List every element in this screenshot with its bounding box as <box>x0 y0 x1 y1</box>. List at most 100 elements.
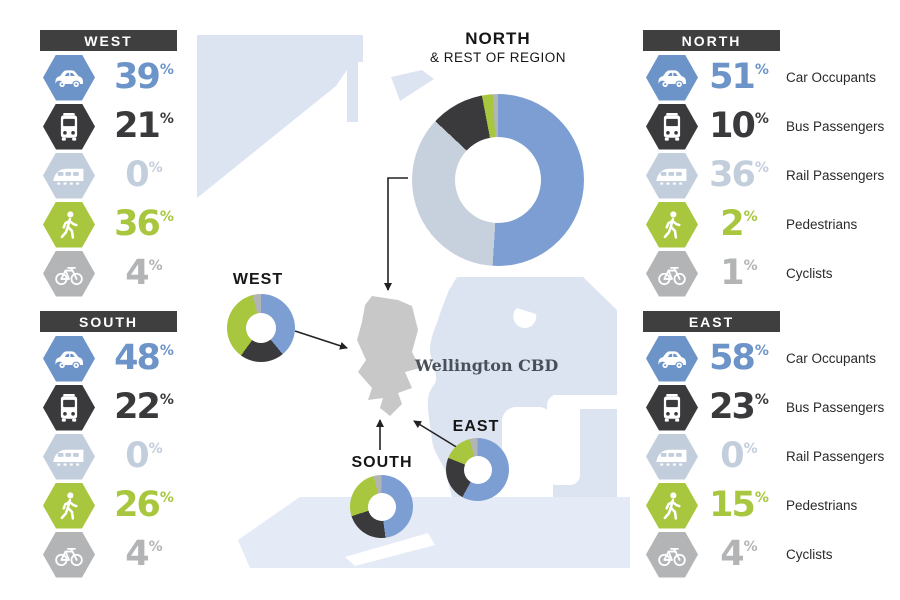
percent-sign: % <box>159 62 174 78</box>
panel-north-header: NORTH <box>643 30 780 51</box>
bus-icon <box>663 112 681 141</box>
percentage-value: 58 <box>709 338 756 378</box>
cbd-landmass <box>357 296 420 416</box>
panel-north: NORTH 51% Car Occupants 10% Bus Passengers 3… <box>643 30 893 298</box>
north-rail-percentage: 36% <box>704 158 774 193</box>
percentage-value: 4 <box>125 253 149 293</box>
car-hexagon <box>646 54 698 101</box>
map-cutout-slot-3 <box>547 395 580 485</box>
percentage-value: 2 <box>720 204 744 244</box>
car-hexagon <box>43 54 95 101</box>
cyclist-mode-label: Cyclists <box>786 265 833 281</box>
west-car-percentage: 39% <box>105 60 183 95</box>
percent-sign: % <box>743 539 758 555</box>
stat-row-west-cyclist: 4% <box>40 249 290 298</box>
panel-south: SOUTH 48% 22% 0% 26% 4% <box>40 311 290 579</box>
percentage-value: 10 <box>709 106 756 146</box>
bus-mode-label: Bus Passengers <box>786 399 885 415</box>
bus-icon <box>60 112 78 141</box>
pedestrian-hexagon <box>43 201 95 248</box>
south-bus-percentage: 22% <box>105 390 183 425</box>
north-pedestrian-percentage: 2% <box>704 207 774 242</box>
north-bus-percentage: 10% <box>704 109 774 144</box>
stat-row-south-car: 48% <box>40 334 290 383</box>
percentage-value: 0 <box>720 436 744 476</box>
stat-row-south-bus: 22% <box>40 383 290 432</box>
east-donut-hole <box>463 455 492 484</box>
percentage-value: 15 <box>709 485 756 525</box>
east-car-percentage: 58% <box>704 341 774 376</box>
percent-sign: % <box>148 258 163 274</box>
pedestrian-hexagon <box>43 482 95 529</box>
stat-row-north-car: 51% Car Occupants <box>643 53 893 102</box>
north-arrow <box>384 177 408 291</box>
east-cyclist-percentage: 4% <box>704 537 774 572</box>
percent-sign: % <box>754 62 769 78</box>
bicycle-icon <box>55 547 83 566</box>
percent-sign: % <box>159 111 174 127</box>
bus-hexagon <box>646 384 698 431</box>
panel-north-rows: 51% Car Occupants 10% Bus Passengers 36% Rail… <box>643 53 893 298</box>
panel-east: EAST 58% Car Occupants 23% Bus Passengers 0%… <box>643 311 893 579</box>
north-donut-title: NORTH & REST OF REGION <box>430 29 566 65</box>
car-hexagon <box>43 335 95 382</box>
stat-row-north-pedestrian: 2% Pedestrians <box>643 200 893 249</box>
stat-row-north-cyclist: 1% Cyclists <box>643 249 893 298</box>
percent-sign: % <box>743 441 758 457</box>
east-bus-percentage: 23% <box>704 390 774 425</box>
cyclist-mode-label: Cyclists <box>786 546 833 562</box>
south-donut-label: SOUTH <box>351 454 413 471</box>
rail-hexagon <box>43 433 95 480</box>
map-landmass-northwest <box>197 35 363 198</box>
stat-row-south-cyclist: 4% <box>40 530 290 579</box>
stat-row-south-pedestrian: 26% <box>40 481 290 530</box>
west-bus-percentage: 21% <box>105 109 183 144</box>
percent-sign: % <box>743 258 758 274</box>
stat-row-east-cyclist: 4% Cyclists <box>643 530 893 579</box>
south-car-percentage: 48% <box>105 341 183 376</box>
south-donut-chart <box>350 475 413 538</box>
cyclist-hexagon <box>43 531 95 578</box>
east-donut-label: EAST <box>452 418 500 435</box>
stat-row-west-pedestrian: 36% <box>40 200 290 249</box>
pedestrian-mode-label: Pedestrians <box>786 216 858 232</box>
west-donut-chart <box>227 294 295 362</box>
east-arrow <box>413 420 459 449</box>
map-cutout-gap <box>553 395 617 409</box>
region-map: NORTH & REST OF REGION WEST SOUTH EAST W… <box>195 28 630 578</box>
bus-hexagon <box>43 103 95 150</box>
percentage-value: 26 <box>114 485 161 525</box>
west-pedestrian-percentage: 36% <box>105 207 183 242</box>
south-cyclist-percentage: 4% <box>105 537 183 572</box>
percent-sign: % <box>754 111 769 127</box>
percent-sign: % <box>148 441 163 457</box>
pedestrian-mode-label: Pedestrians <box>786 497 858 513</box>
bus-hexagon <box>646 103 698 150</box>
cyclist-hexagon <box>646 531 698 578</box>
stat-row-east-rail: 0% Rail Passengers <box>643 432 893 481</box>
pedestrian-hexagon <box>646 201 698 248</box>
stat-row-east-bus: 23% Bus Passengers <box>643 383 893 432</box>
rail-mode-label: Rail Passengers <box>786 448 885 464</box>
east-pedestrian-percentage: 15% <box>704 488 774 523</box>
panel-west: WEST 39% 21% 0% 36% 4% <box>40 30 290 298</box>
panel-east-rows: 58% Car Occupants 23% Bus Passengers 0% Rail … <box>643 334 893 579</box>
stat-row-west-bus: 21% <box>40 102 290 151</box>
percentage-value: 22 <box>114 387 161 427</box>
south-rail-percentage: 0% <box>105 439 183 474</box>
percentage-value: 0 <box>125 155 149 195</box>
percentage-value: 0 <box>125 436 149 476</box>
percentage-value: 4 <box>125 534 149 574</box>
stat-row-north-bus: 10% Bus Passengers <box>643 102 893 151</box>
west-rail-percentage: 0% <box>105 158 183 193</box>
percent-sign: % <box>159 392 174 408</box>
cyclist-hexagon <box>43 250 95 297</box>
percentage-value: 4 <box>720 534 744 574</box>
percentage-value: 36 <box>709 155 756 195</box>
percent-sign: % <box>159 209 174 225</box>
car-icon <box>55 69 83 87</box>
pedestrian-icon <box>60 210 78 239</box>
percent-sign: % <box>159 490 174 506</box>
south-pedestrian-percentage: 26% <box>105 488 183 523</box>
